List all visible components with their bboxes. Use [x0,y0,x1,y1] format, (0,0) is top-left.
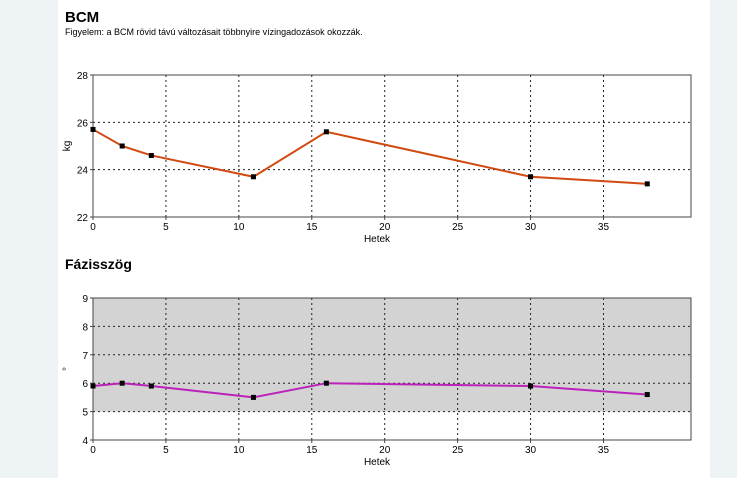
phase-y-tick-label: 7 [82,351,88,362]
bcm-plot-frame [92,74,692,218]
phase-x-tick-label: 0 [90,445,96,456]
bcm-x-tick-label: 0 [90,222,96,233]
phase-data-point [119,380,125,386]
phase-plot-frame [92,297,692,441]
phase-data-point [644,392,650,398]
bcm-data-point [250,174,256,180]
bcm-y-axis-label: kg [62,141,73,152]
phase-data-point [250,394,256,400]
bcm-x-tick-label: 10 [233,222,245,233]
bcm-note: Figyelem: a BCM rövid távú változásait t… [65,27,363,37]
phase-x-tick-label: 15 [306,445,318,456]
bcm-data-point [528,174,534,180]
phase-x-tick-label: 25 [452,445,464,456]
phase-x-tick-label: 30 [525,445,537,456]
phase-x-tick-label: 35 [598,445,610,456]
bcm-y-tick-label: 22 [77,213,89,224]
phase-y-tick-label: 5 [82,408,88,419]
phase-y-tick-label: 4 [82,436,88,447]
bcm-x-tick-label: 5 [163,222,169,233]
charts-svg: 0 5 10 15 20 25 30 35 22 24 26 28 Hetek kg 0 5 10 15 20 25 3… [62,71,692,468]
phase-x-tick-label: 20 [379,445,391,456]
phase-data-point [148,383,154,389]
bcm-title: BCM [65,9,100,26]
phase-y-axis-label: ° [62,367,73,371]
bcm-data-point [119,143,125,149]
phase-data-point [528,383,534,389]
phase-data-point [90,383,96,389]
phase-x-tick-label: 5 [163,445,169,456]
bcm-data-point [323,129,329,135]
bcm-data-point [148,152,154,158]
report-panel: BCM Figyelem: a BCM rövid távú változása… [58,0,710,478]
phase-angle-title: Fázisszög [65,256,132,272]
bcm-data-point [644,181,650,187]
phase-data-point [323,380,329,386]
bcm-x-tick-label: 30 [525,222,537,233]
phase-x-tick-label: 10 [233,445,245,456]
bcm-x-tick-label: 15 [306,222,318,233]
bcm-y-tick-label: 26 [77,118,89,129]
bcm-x-tick-label: 25 [452,222,464,233]
phase-reference-band [93,298,691,412]
bcm-x-tick-label: 20 [379,222,391,233]
phase-x-axis-label: Hetek [364,457,391,468]
bcm-x-tick-label: 35 [598,222,610,233]
bcm-data-point [90,126,96,132]
bcm-y-tick-label: 24 [77,166,89,177]
phase-y-tick-label: 6 [82,379,88,390]
bcm-x-axis-label: Hetek [364,234,391,245]
bcm-y-tick-label: 28 [77,71,89,82]
phase-y-tick-label: 9 [82,294,88,305]
phase-y-tick-label: 8 [82,322,88,333]
